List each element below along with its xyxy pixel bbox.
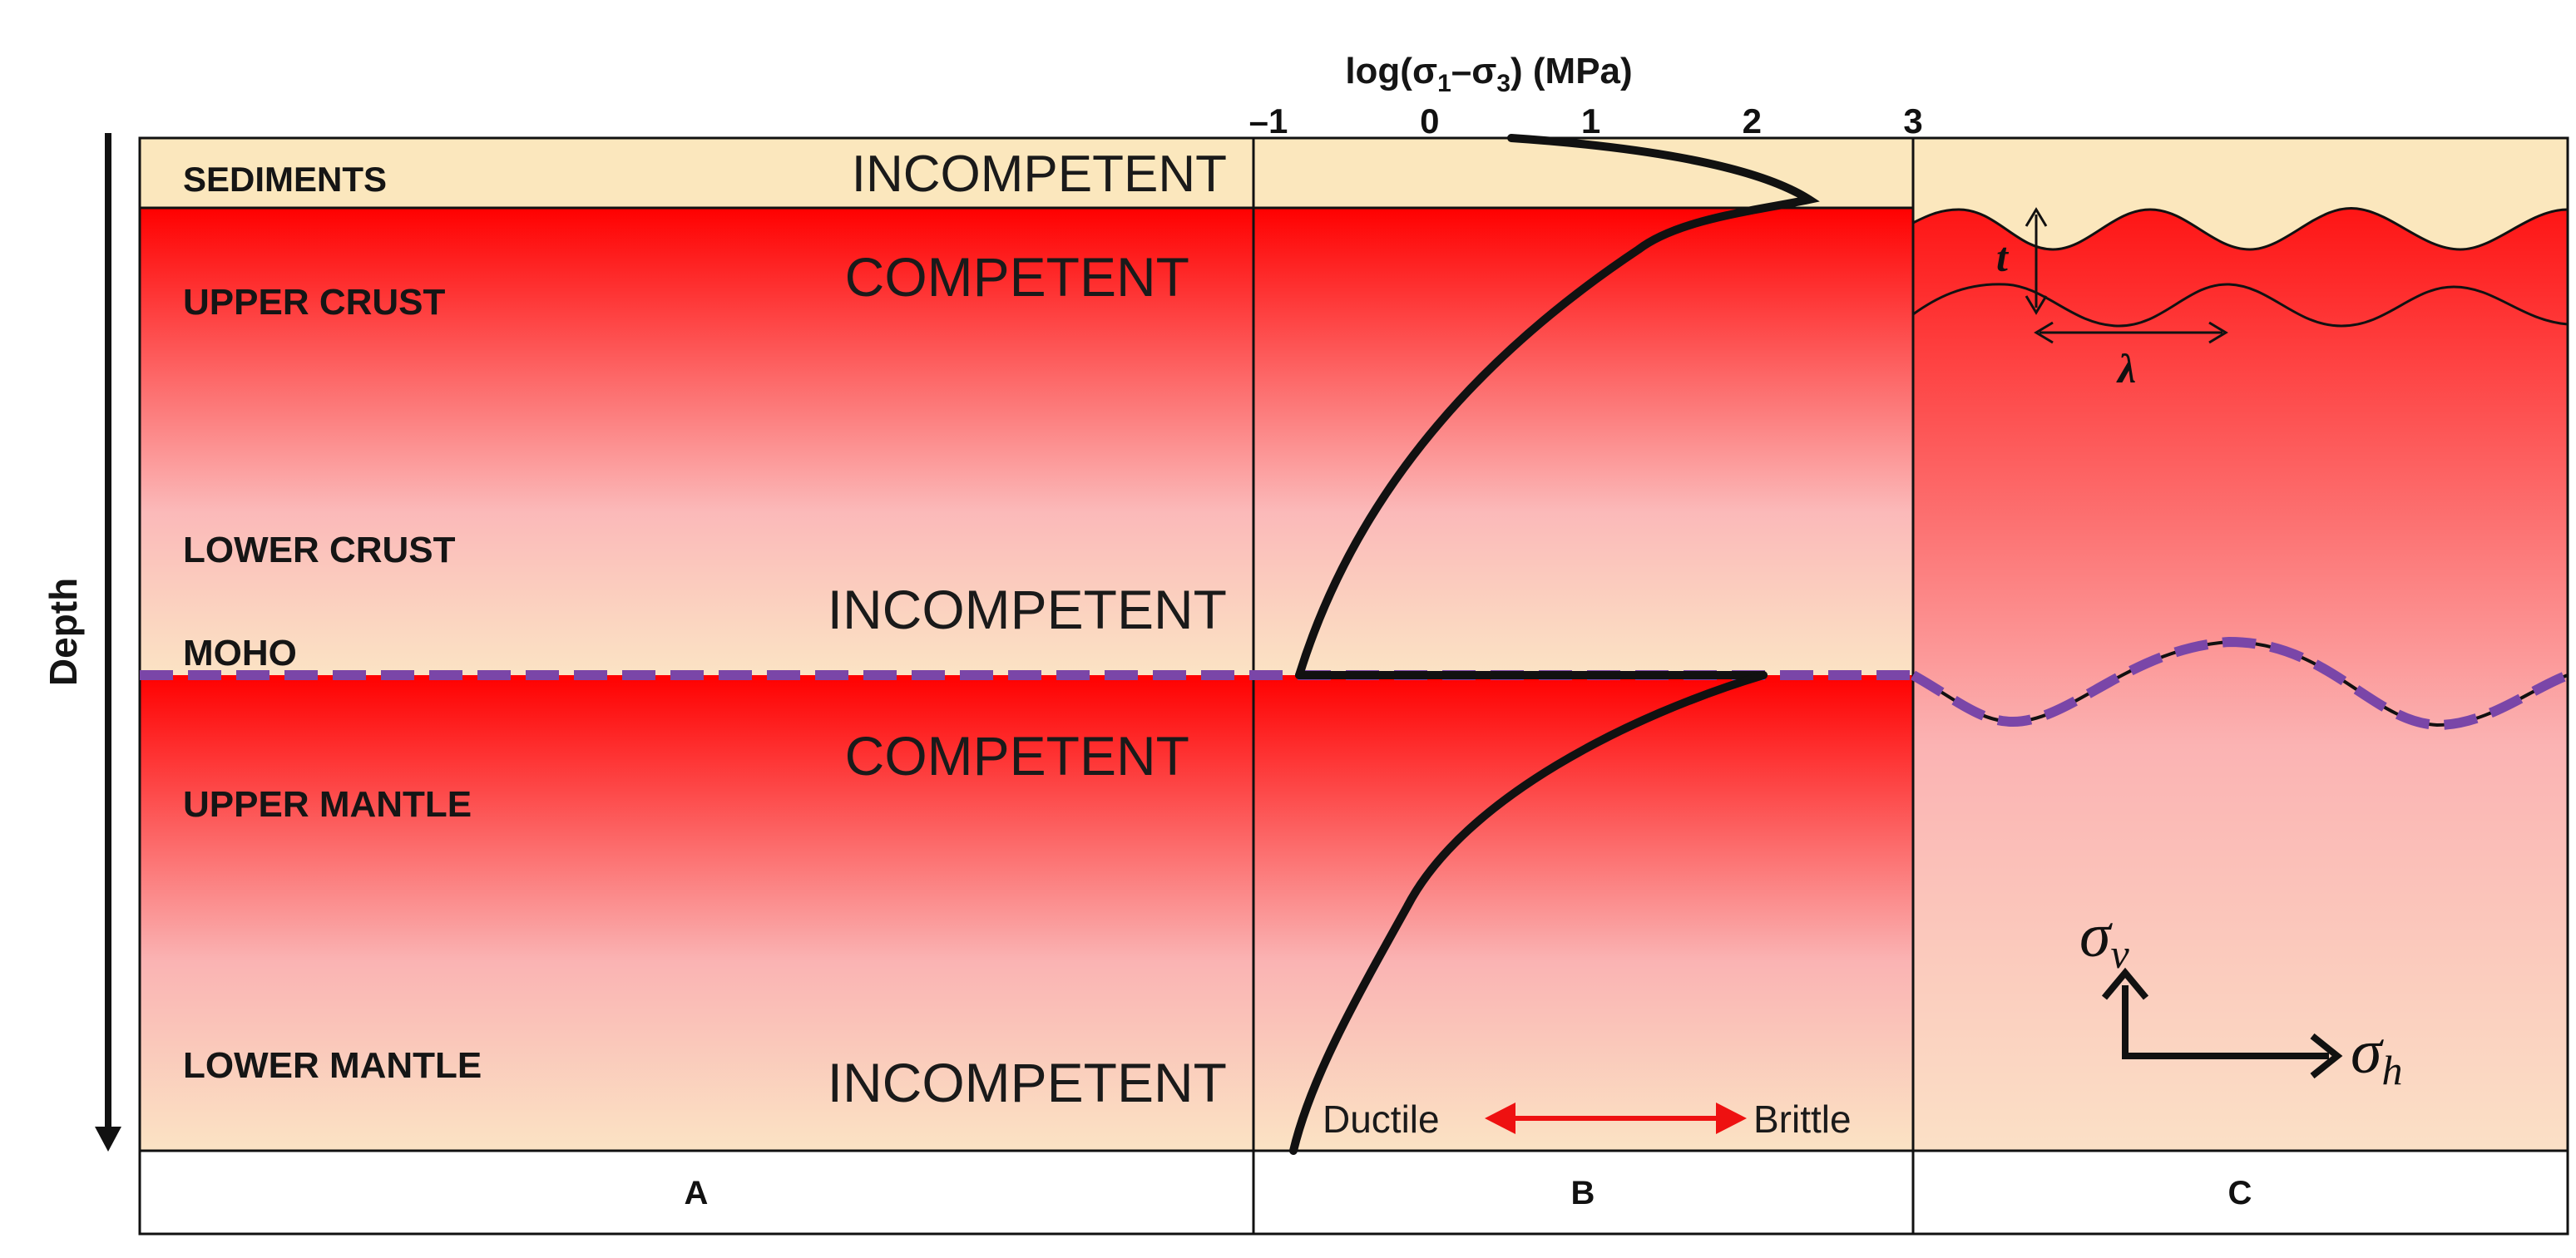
- competence-sediments: INCOMPETENT: [852, 146, 1227, 203]
- label-moho: MOHO: [183, 633, 297, 673]
- axis-tick-label: 2: [1743, 101, 1762, 141]
- axis-tick-label: 1: [1581, 101, 1600, 141]
- layer-backgrounds: [140, 138, 1913, 1151]
- thickness-symbol: t: [1996, 234, 2010, 280]
- axis-tick-label: –1: [1249, 101, 1288, 141]
- brittle-label: Brittle: [1753, 1098, 1852, 1141]
- mantle-layer: [140, 675, 1913, 1151]
- ductile-label: Ductile: [1323, 1098, 1440, 1141]
- depth-arrow: [95, 133, 121, 1152]
- label-lower-mantle: LOWER MANTLE: [183, 1045, 482, 1086]
- strength-envelope: [1289, 134, 1820, 1155]
- envelope-sediments: [1295, 134, 1820, 679]
- axis-ticks: –1 0 1 2 3: [1249, 101, 1923, 141]
- ductile-brittle-arrow: [1485, 1103, 1747, 1134]
- competence-lower-mantle: INCOMPETENT: [828, 1052, 1227, 1113]
- moho-dash-c: [1911, 636, 2570, 731]
- fold-lines: [1912, 206, 2569, 328]
- folded-sediments: [1913, 138, 2568, 249]
- axis-tick-label: 0: [1420, 101, 1439, 141]
- label-upper-mantle: UPPER MANTLE: [183, 784, 472, 825]
- depth-label: Depth: [42, 578, 85, 686]
- panel-label-a: A: [685, 1175, 709, 1211]
- axis-title: log(σ1–σ3) (MPa): [1345, 51, 1632, 97]
- competence-upper-crust: COMPETENT: [845, 246, 1189, 308]
- crust-layer: [140, 208, 1913, 675]
- panel-label-c: C: [2228, 1175, 2252, 1211]
- competence-upper-mantle: COMPETENT: [845, 725, 1189, 787]
- label-lower-crust: LOWER CRUST: [183, 530, 456, 570]
- stress-axes: [2101, 967, 2343, 1079]
- panel-frame: [138, 136, 2569, 1236]
- envelope-mantle: [1289, 671, 1768, 1155]
- axis-tick-label: 3: [1903, 101, 1922, 141]
- fold-dimension-markers: [2025, 207, 2228, 344]
- sigma-v-label: σv: [2079, 900, 2129, 977]
- sigma-h-label: σh: [2351, 1017, 2402, 1093]
- label-sediments: SEDIMENTS: [183, 160, 387, 199]
- wavelength-symbol: λ: [2116, 345, 2136, 392]
- competence-lower-crust: INCOMPETENT: [828, 579, 1227, 640]
- panel-c-background: [1913, 138, 2568, 1151]
- panel-label-b: B: [1571, 1175, 1595, 1211]
- label-upper-crust: UPPER CRUST: [183, 282, 445, 323]
